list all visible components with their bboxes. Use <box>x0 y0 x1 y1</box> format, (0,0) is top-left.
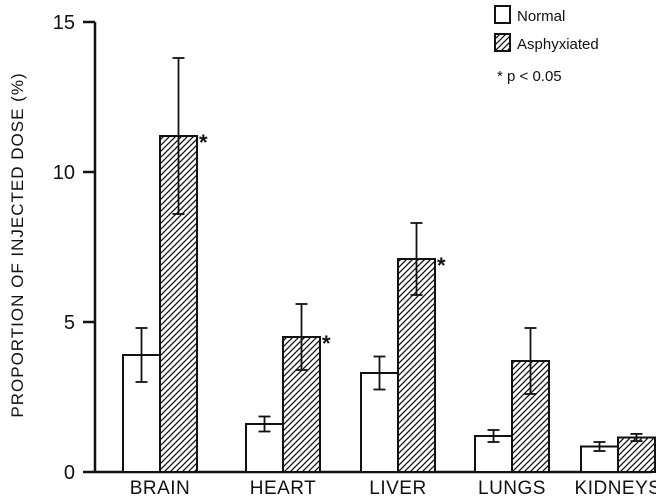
significance-star: * <box>437 253 446 278</box>
category-label: KIDNEYS <box>575 478 656 496</box>
bars <box>122 135 656 473</box>
legend-label-asphyxiated: Asphyxiated <box>517 36 599 53</box>
significance-star: * <box>199 130 208 155</box>
legend-swatch-normal <box>494 5 511 24</box>
legend-label-normal: Normal <box>517 8 565 25</box>
legend-label-significance: * p < 0.05 <box>497 68 562 85</box>
legend-swatch-asphyxiated <box>494 33 511 52</box>
legend: Normal Asphyxiated * p < 0.05 <box>494 5 599 85</box>
error-bars <box>135 57 643 452</box>
y-tick-label: 5 <box>64 312 75 334</box>
category-label: BRAIN <box>130 478 191 496</box>
y-tick-label: 0 <box>64 462 75 484</box>
y-tick-label: 10 <box>53 162 75 184</box>
significance-star: * <box>322 331 331 356</box>
y-ticks: 0 5 10 15 <box>53 12 95 484</box>
category-label: LIVER <box>369 478 426 496</box>
bar-asphyxiated-kidneys <box>617 436 656 473</box>
significance-stars: * * * <box>199 130 446 356</box>
category-labels: BRAIN HEART LIVER LUNGS KIDNEYS <box>130 478 656 496</box>
y-axis-label: PROPORTION OF INJECTED DOSE (%) <box>8 72 27 417</box>
y-tick-label: 15 <box>53 12 75 34</box>
category-label: LUNGS <box>478 478 546 496</box>
category-label: HEART <box>250 478 317 496</box>
